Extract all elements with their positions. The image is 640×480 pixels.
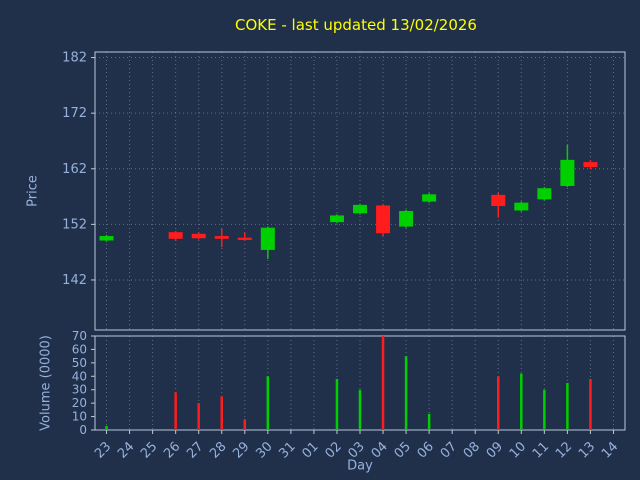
x-tick-label: 01 xyxy=(299,439,321,461)
candle-body xyxy=(168,232,183,239)
x-tick-label: 08 xyxy=(461,439,483,461)
price-tick-label: 162 xyxy=(62,162,87,177)
x-tick-label: 25 xyxy=(138,439,160,461)
x-tick-label: 13 xyxy=(576,439,598,461)
candle-body xyxy=(99,236,114,241)
price-panel-frame xyxy=(94,51,626,331)
x-tick-label: 07 xyxy=(438,439,460,461)
candle-body xyxy=(214,236,229,239)
candle-body xyxy=(537,188,552,200)
x-tick-label: 10 xyxy=(507,439,529,461)
candle-body xyxy=(329,215,344,223)
x-tick-label: 12 xyxy=(553,439,575,461)
candle-body xyxy=(560,159,575,186)
candle-body xyxy=(514,202,529,211)
chart-title: COKE - last updated 13/02/2026 xyxy=(235,16,477,34)
volume-tick-label: 60 xyxy=(72,342,87,356)
volume-tick-label: 20 xyxy=(72,396,87,410)
x-tick-label: 09 xyxy=(484,439,506,461)
volume-tick-label: 0 xyxy=(79,423,87,437)
candle-body xyxy=(191,233,206,239)
price-tick-label: 172 xyxy=(62,106,87,121)
x-tick-label: 06 xyxy=(415,439,437,461)
x-tick-label: 29 xyxy=(230,439,252,461)
candle-body xyxy=(422,194,437,202)
candle-body xyxy=(491,194,506,207)
candle-body xyxy=(376,205,391,234)
x-axis-label: Day xyxy=(347,458,373,474)
price-tick-label: 152 xyxy=(62,217,87,232)
x-tick-label: 14 xyxy=(599,439,621,461)
candle-body xyxy=(399,211,414,227)
price-tick-label: 142 xyxy=(62,273,87,288)
price-tick-label: 182 xyxy=(62,51,87,66)
x-tick-label: 31 xyxy=(276,439,298,461)
volume-tick-label: 30 xyxy=(72,383,87,397)
volume-tick-label: 70 xyxy=(72,329,87,343)
x-tick-label: 02 xyxy=(322,439,344,461)
volume-tick-label: 50 xyxy=(72,356,87,370)
candle-body xyxy=(260,227,275,250)
candle-body xyxy=(583,162,598,168)
x-tick-label: 23 xyxy=(92,439,114,461)
volume-axis-label: Volume (0000) xyxy=(38,335,54,431)
x-tick-label: 28 xyxy=(207,439,229,461)
candle-body xyxy=(353,204,367,214)
x-tick-label: 05 xyxy=(392,439,414,461)
x-tick-label: 27 xyxy=(184,439,206,461)
x-tick-label: 24 xyxy=(115,439,137,461)
price-axis-label: Price xyxy=(25,175,41,207)
volume-tick-label: 10 xyxy=(72,410,87,424)
candle-body xyxy=(237,237,252,240)
x-tick-label: 11 xyxy=(530,439,552,461)
x-tick-label: 30 xyxy=(253,439,275,461)
volume-tick-label: 40 xyxy=(72,369,87,383)
x-tick-label: 26 xyxy=(161,439,183,461)
